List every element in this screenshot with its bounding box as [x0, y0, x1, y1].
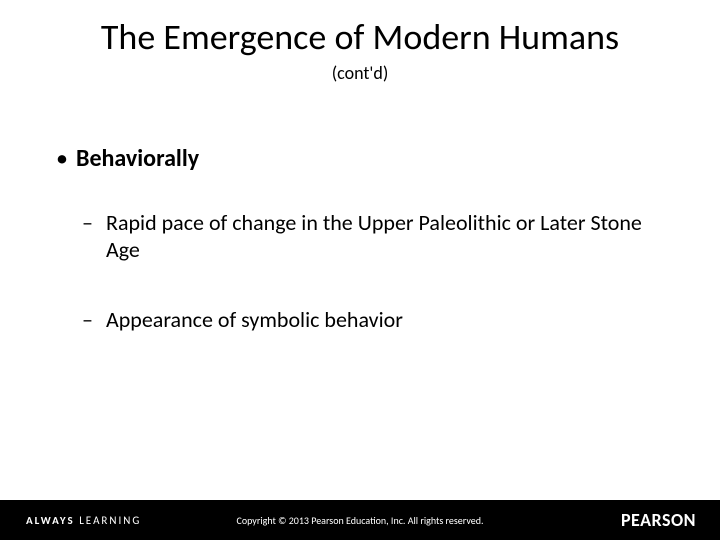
bullet-text: Rapid pace of change in the Upper Paleol…: [106, 209, 642, 264]
footer-bar: ALWAYS LEARNING Copyright © 2013 Pearson…: [0, 500, 720, 540]
copyright-text: Copyright © 2013 Pearson Education, Inc.…: [237, 514, 484, 527]
bullet-list-level2: Rapid pace of change in the Upper Paleol…: [76, 209, 670, 334]
slide-subtitle: (cont'd): [0, 62, 720, 84]
tagline-bold: ALWAYS: [26, 514, 75, 527]
tagline: ALWAYS LEARNING: [0, 514, 141, 527]
tagline-light: LEARNING: [79, 514, 141, 527]
brand-logo: PEARSON: [621, 509, 696, 531]
slide-title: The Emergence of Modern Humans: [0, 18, 720, 58]
title-block: The Emergence of Modern Humans (cont'd): [0, 0, 720, 84]
bullet-text: Behaviorally: [76, 144, 199, 173]
list-item: Rapid pace of change in the Upper Paleol…: [76, 209, 670, 264]
list-item: Appearance of symbolic behavior: [76, 306, 670, 334]
slide: { "title": "The Emergence of Modern Huma…: [0, 0, 720, 540]
bullet-text: Appearance of symbolic behavior: [106, 306, 403, 333]
list-item: Behaviorally Rapid pace of change in the…: [50, 144, 670, 334]
bullet-list-level1: Behaviorally Rapid pace of change in the…: [50, 144, 670, 334]
content-area: Behaviorally Rapid pace of change in the…: [0, 144, 720, 540]
